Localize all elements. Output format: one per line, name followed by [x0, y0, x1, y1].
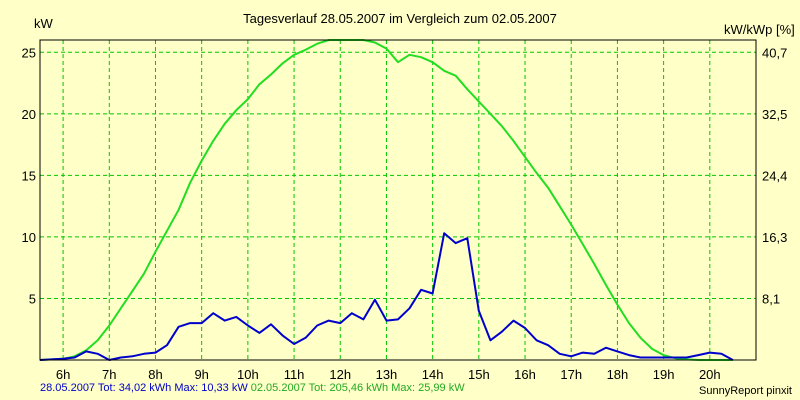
y-tick-label-right: 32,5 — [762, 107, 787, 122]
x-tick-label: 12h — [329, 367, 351, 382]
series-line-blue — [39, 232, 734, 361]
x-tick-label: 19h — [653, 367, 675, 382]
left-axis-unit: kW — [34, 16, 54, 31]
y-axis-left: 5 10 15 20 25 — [22, 45, 36, 306]
x-axis: 6h 7h 8h 9h 10h 11h 12h 13h 14h 15h 16h 17h 18h 19h 20… — [56, 367, 721, 382]
y-tick-label-left: 5 — [29, 291, 36, 306]
x-tick-label: 14h — [422, 367, 444, 382]
legend-entry-green: 02.05.2007 Tot: 205,46 kWh Max: 25,99 kW — [250, 382, 465, 394]
plot-area — [39, 39, 757, 361]
x-tick-label: 6h — [56, 367, 70, 382]
right-axis-unit: kW/kWp [%] — [724, 22, 795, 37]
legend-entry-blue: 28.05.2007 Tot: 34,02 kWh Max: 10,33 kW — [40, 382, 248, 394]
x-tick-label: 15h — [468, 367, 490, 382]
y-tick-label-right: 8,1 — [762, 291, 780, 306]
y-tick-label-right: 40,7 — [762, 45, 787, 60]
y-tick-label-left: 15 — [22, 168, 36, 183]
x-tick-label: 17h — [560, 367, 582, 382]
legend: 28.05.2007 Tot: 34,02 kWh Max: 10,33 kW … — [40, 382, 465, 394]
plot-frame — [39, 39, 757, 361]
y-tick-label-left: 25 — [22, 45, 36, 60]
x-tick-label: 10h — [237, 367, 259, 382]
x-tick-label: 18h — [607, 367, 629, 382]
credit-text: SunnyReport pinxit — [699, 385, 792, 397]
x-tick-label: 13h — [376, 367, 398, 382]
x-tick-label: 8h — [148, 367, 162, 382]
chart-title: Tagesverlauf 28.05.2007 im Vergleich zum… — [243, 11, 557, 26]
chart: 5 10 15 20 25 8,1 16,3 24,4 32,5 40,7 6h 7h 8h 9h 10… — [22, 11, 795, 382]
y-tick-label-right: 24,4 — [762, 168, 787, 183]
y-tick-label-left: 20 — [22, 107, 36, 122]
x-tick-label: 11h — [284, 367, 305, 382]
series-line-green — [39, 39, 733, 361]
grid — [40, 40, 756, 360]
y-axis-right: 8,1 16,3 24,4 32,5 40,7 — [762, 45, 787, 306]
x-tick-label: 9h — [194, 367, 208, 382]
x-tick-label: 16h — [514, 367, 536, 382]
x-tick-label: 20h — [699, 367, 721, 382]
y-tick-label-right: 16,3 — [762, 230, 787, 245]
x-tick-label: 7h — [102, 367, 116, 382]
series-layer — [39, 39, 757, 361]
y-tick-label-left: 10 — [22, 230, 36, 245]
